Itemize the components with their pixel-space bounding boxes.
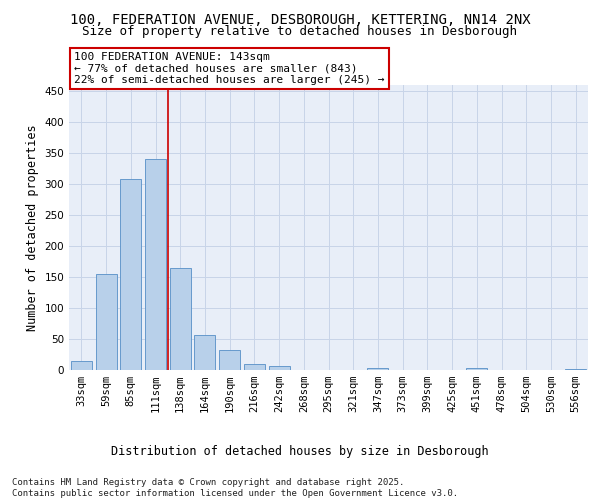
Bar — [95, 274, 116, 370]
Bar — [219, 350, 240, 370]
Bar — [269, 366, 290, 370]
Text: 100, FEDERATION AVENUE, DESBOROUGH, KETTERING, NN14 2NX: 100, FEDERATION AVENUE, DESBOROUGH, KETT… — [70, 12, 530, 26]
Bar — [367, 368, 388, 370]
Bar — [466, 368, 487, 370]
Bar — [170, 268, 191, 370]
Text: Contains HM Land Registry data © Crown copyright and database right 2025.
Contai: Contains HM Land Registry data © Crown c… — [12, 478, 458, 498]
Bar — [71, 360, 92, 370]
Bar — [120, 179, 141, 370]
Bar — [145, 160, 166, 370]
Text: Size of property relative to detached houses in Desborough: Size of property relative to detached ho… — [83, 25, 517, 38]
Bar — [194, 334, 215, 370]
Bar — [244, 364, 265, 370]
Y-axis label: Number of detached properties: Number of detached properties — [26, 124, 39, 331]
Text: 100 FEDERATION AVENUE: 143sqm
← 77% of detached houses are smaller (843)
22% of : 100 FEDERATION AVENUE: 143sqm ← 77% of d… — [74, 52, 385, 85]
Bar — [565, 369, 586, 370]
Text: Distribution of detached houses by size in Desborough: Distribution of detached houses by size … — [111, 444, 489, 458]
